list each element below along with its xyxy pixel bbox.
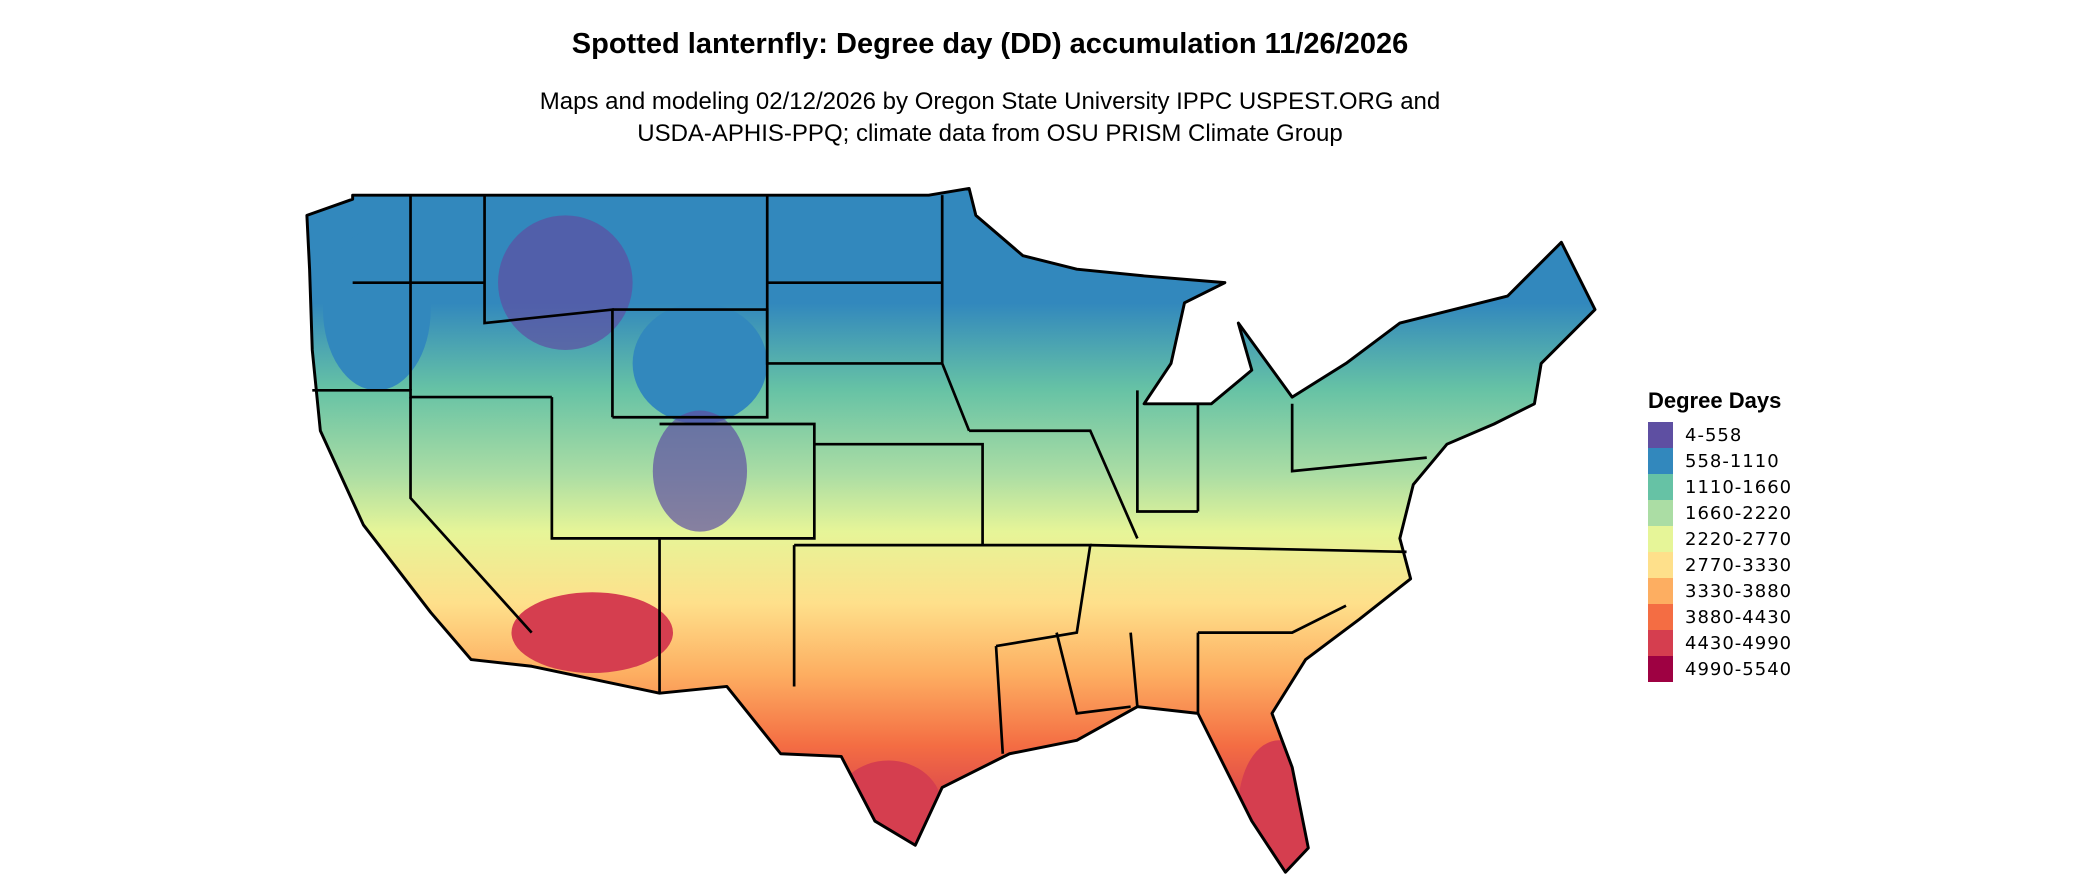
arizona-hot-zone bbox=[511, 592, 673, 673]
legend-swatch bbox=[1648, 656, 1673, 682]
state-border bbox=[659, 422, 816, 540]
state-border bbox=[1055, 632, 1131, 715]
legend-label: 3330-3880 bbox=[1685, 580, 1793, 602]
state-border bbox=[1197, 604, 1347, 634]
legend-label: 1110-1660 bbox=[1685, 476, 1793, 498]
legend-swatch bbox=[1648, 422, 1673, 448]
legend-label: 4-558 bbox=[1685, 424, 1743, 446]
legend-item: 558-1110 bbox=[1648, 448, 1792, 474]
legend-item: 4430-4990 bbox=[1648, 630, 1792, 656]
state-border bbox=[794, 442, 984, 547]
legend: Degree Days 4-558 558-1110 1110-1660 1660-2… bbox=[1648, 388, 1792, 682]
state-border bbox=[982, 543, 1092, 648]
state-border bbox=[1129, 632, 1139, 707]
legend-label: 2770-3330 bbox=[1685, 554, 1793, 576]
florida-hot-zone bbox=[1238, 740, 1320, 873]
map-title: Spotted lanternfly: Degree day (DD) accu… bbox=[571, 28, 1409, 60]
legend-title: Degree Days bbox=[1648, 388, 1782, 413]
legend-swatch bbox=[1648, 448, 1673, 474]
legend-swatch bbox=[1648, 578, 1673, 604]
legend-label: 3880-4430 bbox=[1685, 606, 1793, 628]
state-border bbox=[1090, 543, 1407, 554]
legend-item: 3880-4430 bbox=[1648, 604, 1792, 630]
legend-item: 4-558 bbox=[1648, 422, 1792, 448]
colorado-cold-zone bbox=[652, 410, 748, 532]
legend-swatch bbox=[1648, 604, 1673, 630]
subtitle-line-2: USDA-APHIS-PPQ; climate data from OSU PR… bbox=[637, 120, 1343, 147]
legend-item: 1660-2220 bbox=[1648, 500, 1792, 526]
legend-item: 2770-3330 bbox=[1648, 552, 1792, 578]
state-border bbox=[409, 397, 533, 634]
legend-label: 1660-2220 bbox=[1685, 502, 1793, 524]
cascade-zone bbox=[323, 228, 431, 391]
state-border bbox=[1136, 390, 1198, 513]
rockies-cold-zone bbox=[632, 302, 768, 424]
state-border bbox=[312, 388, 552, 399]
us-outline bbox=[305, 186, 1597, 874]
legend-swatch bbox=[1648, 500, 1673, 526]
legend-label: 4990-5540 bbox=[1685, 658, 1793, 680]
state-border bbox=[550, 397, 661, 694]
legend-label: 2220-2770 bbox=[1685, 528, 1793, 550]
state-border bbox=[765, 195, 943, 365]
legend-swatch bbox=[1648, 630, 1673, 656]
legend-item: 4990-5540 bbox=[1648, 656, 1792, 682]
legend-swatch bbox=[1648, 474, 1673, 500]
map-subtitle: Maps and modeling 02/12/2026 by Oregon S… bbox=[0, 86, 1980, 150]
state-border bbox=[969, 429, 1139, 539]
state-borders bbox=[312, 195, 1427, 754]
legend-item: 2220-2770 bbox=[1648, 526, 1792, 552]
legend-label: 558-1110 bbox=[1685, 450, 1780, 472]
legend-swatch bbox=[1648, 552, 1673, 578]
legend-item: 1110-1660 bbox=[1648, 474, 1792, 500]
legend-swatch bbox=[1648, 526, 1673, 552]
state-border bbox=[1290, 403, 1427, 473]
legend-item: 3330-3880 bbox=[1648, 578, 1792, 604]
subtitle-line-1: Maps and modeling 02/12/2026 by Oregon S… bbox=[539, 88, 1441, 115]
state-border bbox=[483, 195, 614, 418]
state-border bbox=[994, 645, 1005, 754]
idaho-cold-zone bbox=[498, 215, 633, 350]
state-border bbox=[940, 195, 971, 432]
legend-label: 4430-4990 bbox=[1685, 632, 1793, 654]
